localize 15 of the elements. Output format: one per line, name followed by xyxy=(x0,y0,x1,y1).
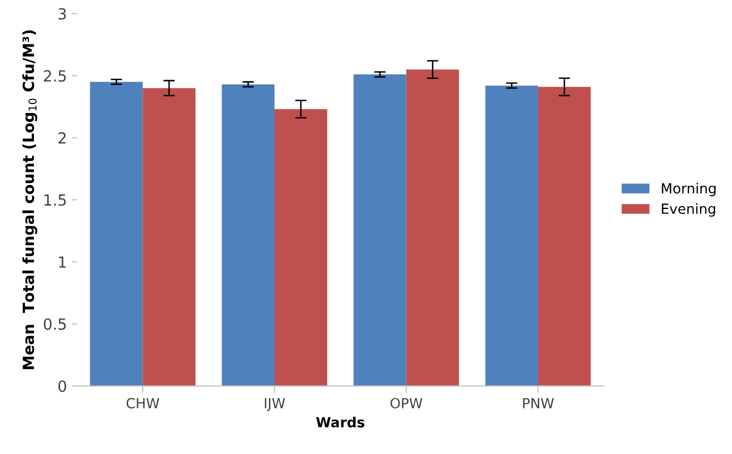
legend-label: Evening xyxy=(662,203,716,217)
y-tick-label: 1 xyxy=(59,256,66,268)
x-axis-title: Wards xyxy=(316,416,364,428)
y-tick-label: 2.5 xyxy=(44,70,66,82)
y-tick-label: 1.5 xyxy=(44,194,66,206)
legend-label: Morning xyxy=(662,182,716,196)
x-tick-label: PNW xyxy=(523,398,554,408)
x-tick-label: OPW xyxy=(390,398,422,408)
x-tick-label: IJW xyxy=(264,398,286,412)
y-tick-label: 2 xyxy=(58,132,66,144)
y-tick-label: 0 xyxy=(58,380,66,392)
y-axis-title: Mean Total fungal count (Log$_{10}$ Cfu/M³) xyxy=(22,30,38,370)
y-tick-label: 3 xyxy=(58,8,66,20)
x-tick-label: CHW xyxy=(126,398,160,408)
y-tick-label: 0.5 xyxy=(44,318,66,330)
